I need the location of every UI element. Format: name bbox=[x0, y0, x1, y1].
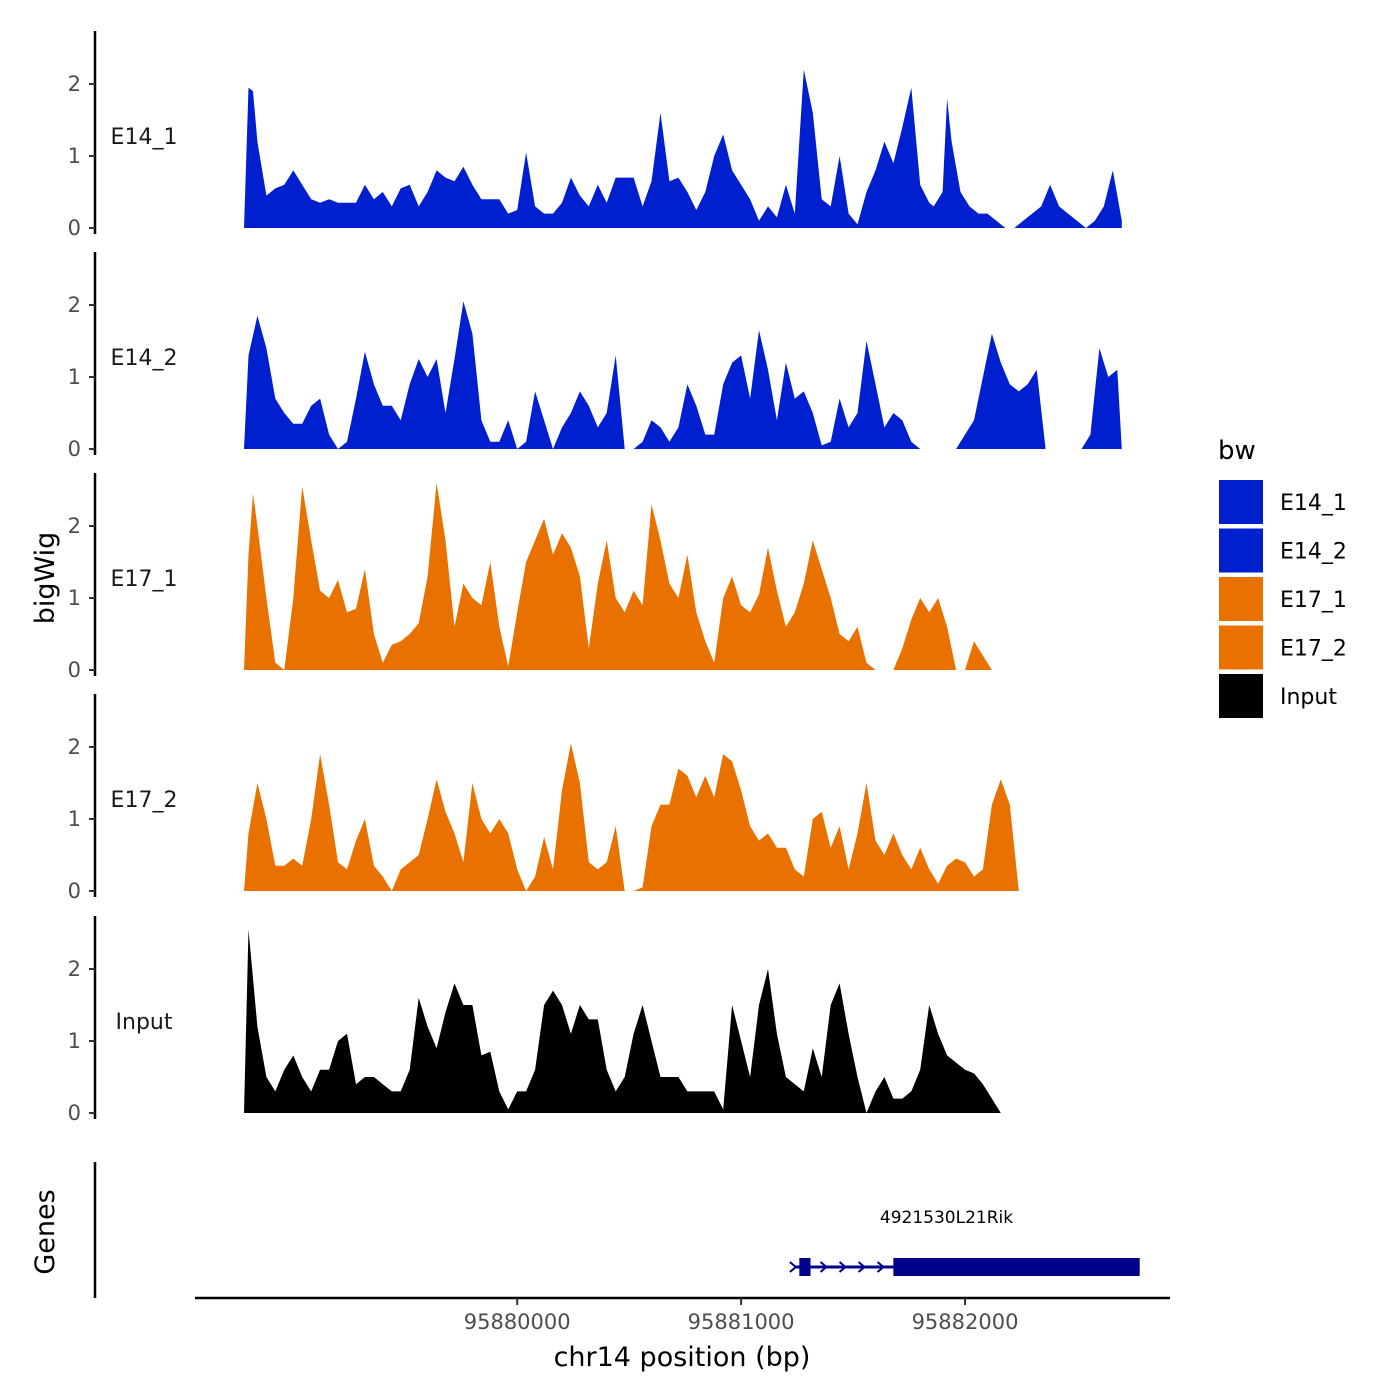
coverage-area-E17_2 bbox=[244, 743, 1122, 891]
legend-title: bw bbox=[1218, 436, 1256, 466]
legend-label: E17_2 bbox=[1280, 637, 1347, 662]
x-axis: 95880000 95881000 95882000 bbox=[195, 1296, 1170, 1334]
strand-arrow bbox=[819, 1261, 829, 1273]
track-E17_2: 0 1 2 E17_2 bbox=[68, 694, 1122, 903]
coverage-area-E14_1 bbox=[244, 69, 1122, 228]
y-axis-title: bigWig bbox=[30, 532, 61, 625]
y-tick-label: 0 bbox=[68, 216, 81, 240]
legend-label: E14_1 bbox=[1280, 491, 1347, 516]
legend-item-E14_1: E14_1 bbox=[1219, 480, 1347, 524]
y-tick-label: 0 bbox=[68, 658, 81, 682]
track-E14_2: 0 1 2 E14_2 bbox=[68, 252, 1122, 461]
legend: bw E14_1 E14_2 E17_1 E17_2 Input bbox=[1218, 436, 1347, 718]
gene-panel: 4921530L21Rik bbox=[93, 1162, 1140, 1298]
gene-exon bbox=[893, 1258, 1140, 1276]
y-tick-label: 2 bbox=[68, 957, 81, 981]
track-label: E17_2 bbox=[111, 788, 178, 813]
gene-label: 4921530L21Rik bbox=[880, 1208, 1013, 1228]
track-label: E14_2 bbox=[111, 346, 178, 371]
y-tick-label: 1 bbox=[68, 807, 81, 831]
y-tick-label: 0 bbox=[68, 879, 81, 903]
legend-item-Input: Input bbox=[1219, 674, 1337, 718]
coverage-area-E14_2 bbox=[244, 301, 1122, 449]
y-tick-label: 2 bbox=[68, 735, 81, 759]
legend-label: E17_1 bbox=[1280, 588, 1347, 613]
track-panels: 0 1 2 E14_1 0 1 2 E14_2 0 1 2 E17_1 0 1 2 E17_2 0 1 2 Input bbox=[68, 31, 1122, 1125]
track-label: E14_1 bbox=[111, 125, 178, 150]
legend-swatch bbox=[1219, 625, 1263, 670]
legend-swatch bbox=[1219, 528, 1263, 573]
legend-item-E14_2: E14_2 bbox=[1219, 528, 1347, 573]
x-tick-label: 95881000 bbox=[688, 1310, 795, 1334]
y-tick-label: 1 bbox=[68, 144, 81, 168]
track-Input: 0 1 2 Input bbox=[68, 916, 1122, 1125]
x-tick-label: 95882000 bbox=[912, 1310, 1019, 1334]
legend-item-E17_2: E17_2 bbox=[1219, 625, 1347, 670]
strand-arrow bbox=[838, 1261, 848, 1273]
y-tick-label: 2 bbox=[68, 514, 81, 538]
track-label: Input bbox=[116, 1010, 173, 1035]
legend-swatch bbox=[1219, 674, 1263, 718]
track-E14_1: 0 1 2 E14_1 bbox=[68, 31, 1122, 240]
y-tick-label: 2 bbox=[68, 72, 81, 96]
y-tick-label: 1 bbox=[68, 1029, 81, 1053]
gene-4921530L21Rik: 4921530L21Rik bbox=[789, 1208, 1140, 1276]
x-tick-label: 95880000 bbox=[464, 1310, 571, 1334]
coverage-area-Input bbox=[244, 929, 1122, 1113]
strand-arrow bbox=[876, 1261, 886, 1273]
legend-swatch bbox=[1219, 480, 1263, 524]
legend-label: E14_2 bbox=[1280, 540, 1347, 565]
coverage-area-E17_1 bbox=[244, 482, 1122, 670]
gene-exon bbox=[799, 1258, 811, 1276]
y-tick-label: 1 bbox=[68, 365, 81, 389]
y-tick-label: 2 bbox=[68, 293, 81, 317]
track-E17_1: 0 1 2 E17_1 bbox=[68, 473, 1122, 682]
y-tick-label: 0 bbox=[68, 1101, 81, 1125]
strand-arrow bbox=[857, 1261, 867, 1273]
legend-label: Input bbox=[1280, 685, 1337, 710]
strand-arrow bbox=[789, 1261, 798, 1273]
legend-item-E17_1: E17_1 bbox=[1219, 577, 1347, 621]
y-tick-label: 0 bbox=[68, 437, 81, 461]
y-tick-label: 1 bbox=[68, 586, 81, 610]
legend-swatch bbox=[1219, 577, 1263, 621]
track-label: E17_1 bbox=[111, 567, 178, 592]
x-axis-title: chr14 position (bp) bbox=[554, 1342, 811, 1373]
genes-axis-title: Genes bbox=[30, 1189, 61, 1274]
